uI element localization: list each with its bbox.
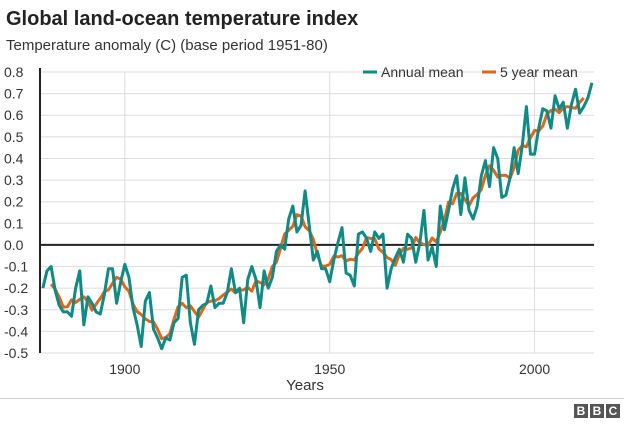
chart-subtitle: Temperature anomaly (C) (base period 195… <box>6 37 328 54</box>
footer-divider <box>0 398 624 399</box>
y-tick-label: 0.2 <box>4 194 24 210</box>
y-tick-label: 0.6 <box>4 107 24 123</box>
y-tick-label: 0.1 <box>4 215 24 231</box>
legend-label-5yr: 5 year mean <box>500 64 578 80</box>
x-tick-label: 1950 <box>314 361 345 377</box>
y-tick-label: -0.4 <box>4 323 28 339</box>
legend-label-annual: Annual mean <box>381 64 464 80</box>
x-tick-label: 2000 <box>519 361 550 377</box>
y-tick-label: -0.3 <box>4 302 28 318</box>
chart-title: Global land-ocean temperature index <box>6 8 359 30</box>
y-tick-label: 0.3 <box>4 172 24 188</box>
legend: Annual mean 5 year mean <box>363 64 578 80</box>
annual-mean-line <box>41 82 594 351</box>
y-tick-label: 0.7 <box>4 86 24 102</box>
y-tick-label: 0.4 <box>4 150 24 166</box>
y-tick-label: -0.2 <box>4 280 28 296</box>
y-tick-label: -0.5 <box>4 345 28 361</box>
x-axis-label: Years <box>286 377 324 394</box>
y-tick-label: 0.5 <box>4 129 24 145</box>
y-tick-label: 0.0 <box>4 237 24 253</box>
y-tick-label: 0.8 <box>4 64 24 80</box>
y-tick-label: -0.1 <box>4 259 28 275</box>
x-tick-label: 1900 <box>109 361 140 377</box>
